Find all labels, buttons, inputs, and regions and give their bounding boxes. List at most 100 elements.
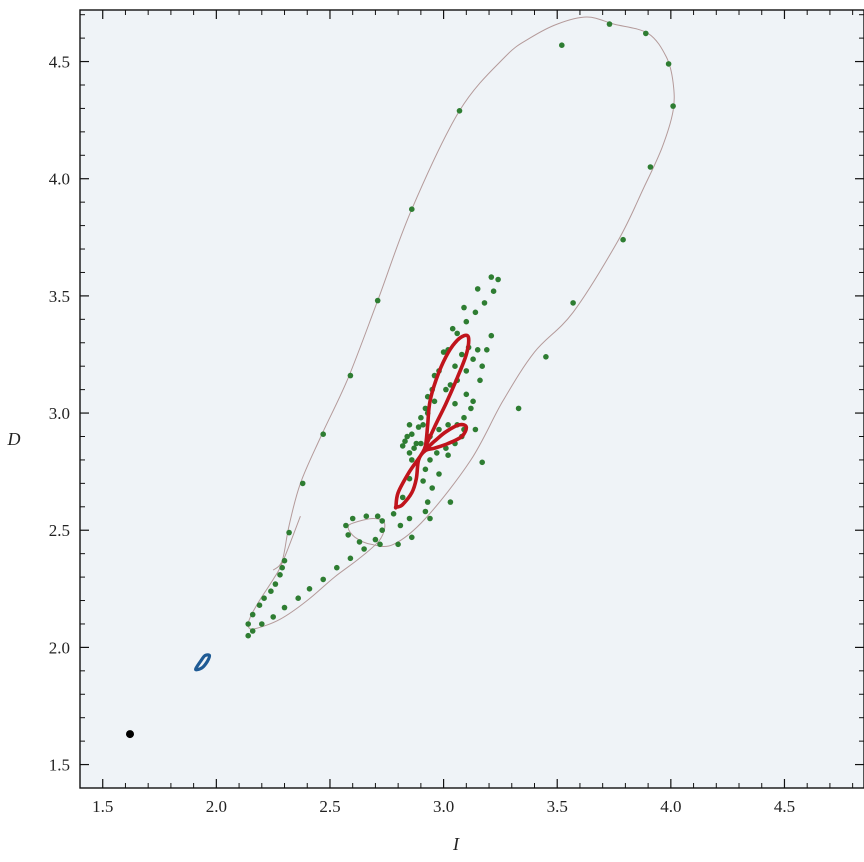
- orbit-sample-point: [343, 522, 349, 529]
- orbit-sample-point: [347, 555, 354, 562]
- orbit-sample-point: [463, 391, 470, 398]
- orbit-sample-point: [443, 386, 449, 393]
- orbit-sample-point: [472, 309, 479, 316]
- orbit-sample-point: [411, 445, 417, 452]
- orbit-sample-point: [463, 368, 470, 374]
- plot-frame: [79, 9, 864, 789]
- orbit-sample-point: [361, 546, 367, 552]
- orbit-sample-point: [281, 604, 288, 611]
- orbit-sample-point: [445, 452, 451, 459]
- orbit-sample-point: [452, 363, 458, 370]
- y-tick-label: 4.0: [49, 170, 70, 189]
- orbit-sample-point: [454, 330, 461, 337]
- orbit-sample-point: [488, 332, 495, 339]
- orbit-sample-point: [474, 286, 481, 292]
- orbit-sample-point: [256, 602, 263, 608]
- orbit-sample-point: [390, 511, 397, 517]
- inner-limit-cycle: [393, 333, 471, 510]
- y-tick-label: 4.5: [49, 53, 70, 72]
- orbit-sample-point: [424, 499, 431, 505]
- orbit-sample-point: [434, 450, 440, 456]
- orbit-sample-point: [570, 300, 576, 306]
- orbit-sample-point: [427, 515, 433, 522]
- orbit-sample-point: [422, 466, 429, 473]
- orbit-sample-point: [420, 422, 426, 428]
- orbit-sample-point: [415, 424, 422, 430]
- orbit-sample-point: [647, 164, 654, 170]
- orbit-sample-point: [320, 576, 327, 583]
- orbit-sample-point: [463, 318, 470, 325]
- orbit-sample-point: [461, 414, 467, 421]
- orbit-sample-point: [479, 363, 486, 370]
- orbit-sample-point: [379, 518, 386, 524]
- y-tick-label: 3.5: [49, 287, 70, 306]
- orbit-sample-point: [543, 354, 549, 360]
- small-limit-cycle: [194, 653, 212, 672]
- orbit-sample-point: [363, 513, 370, 519]
- orbit-sample-point: [259, 621, 265, 627]
- orbit-sample-point: [409, 534, 415, 541]
- orbit-sample-point: [670, 103, 676, 109]
- orbit-sample-point: [447, 499, 454, 505]
- orbit-sample-point: [665, 61, 672, 67]
- orbit-sample-point: [477, 377, 483, 384]
- orbit-sample-point: [399, 494, 406, 501]
- x-tick-label: 3.5: [547, 797, 568, 816]
- orbit-sample-point: [474, 347, 481, 353]
- orbit-sample-point: [268, 588, 274, 594]
- orbit-sample-point: [481, 300, 488, 306]
- orbit-sample-point: [279, 564, 286, 571]
- orbit-sample-point: [420, 478, 426, 484]
- orbit-sample-point: [406, 422, 413, 428]
- orbit-sample-point: [356, 539, 363, 545]
- fixed-point: [126, 730, 134, 739]
- orbit-sample-point: [436, 471, 442, 477]
- orbit-sample-point: [377, 541, 383, 548]
- orbit-sample-point: [409, 457, 415, 463]
- orbit-sample-point: [445, 422, 451, 428]
- orbit-sample-point: [272, 581, 279, 587]
- x-tick-label: 4.5: [774, 797, 795, 816]
- orbit-sample-point: [418, 440, 424, 447]
- orbit-sample-point: [347, 372, 354, 379]
- orbit-sample-point: [422, 405, 429, 412]
- orbit-sample-point: [479, 459, 486, 466]
- orbit-sample-point: [515, 405, 522, 412]
- orbit-sample-point: [406, 450, 413, 456]
- orbit-sample-point: [620, 236, 626, 243]
- orbit-sample-point: [374, 297, 381, 304]
- orbit-sample-point: [643, 30, 649, 37]
- orbit-sample-point: [440, 349, 447, 355]
- orbit-sample-point: [397, 522, 404, 529]
- orbit-sample-point: [374, 513, 381, 519]
- orbit-sample-point: [299, 480, 306, 487]
- orbit-sample-point: [449, 325, 456, 332]
- x-axis-label: I: [452, 834, 460, 854]
- orbit-sample-point: [461, 304, 467, 311]
- y-axis-label: D: [7, 429, 21, 449]
- orbit-sample-point: [427, 457, 433, 463]
- orbit-sample-point: [245, 632, 251, 639]
- orbit-sample-point: [277, 572, 283, 578]
- y-tick-label: 2.0: [49, 638, 70, 657]
- x-tick-label: 2.0: [206, 797, 227, 816]
- orbit-sample-point: [404, 433, 411, 440]
- y-tick-label: 3.0: [49, 404, 70, 423]
- orbit-sample-point: [406, 515, 413, 522]
- orbit-sample-point: [470, 356, 476, 363]
- orbit-sample-point: [395, 541, 401, 548]
- data-layer: [126, 16, 676, 739]
- orbit-sample-point: [245, 621, 251, 627]
- orbit-sample-point: [399, 443, 406, 449]
- orbit-sample-point: [468, 405, 474, 412]
- orbit-sample-point: [409, 206, 415, 212]
- orbit-sample-point: [456, 108, 463, 114]
- orbit-sample-point: [559, 42, 565, 48]
- orbit-sample-point: [422, 508, 429, 515]
- orbit-sample-point: [484, 347, 490, 353]
- orbit-sample-point: [431, 398, 438, 405]
- orbit-sample-point: [418, 414, 424, 421]
- x-tick-label: 4.0: [660, 797, 681, 816]
- y-tick-label: 1.5: [49, 756, 70, 775]
- y-tick-label: 2.5: [49, 521, 70, 540]
